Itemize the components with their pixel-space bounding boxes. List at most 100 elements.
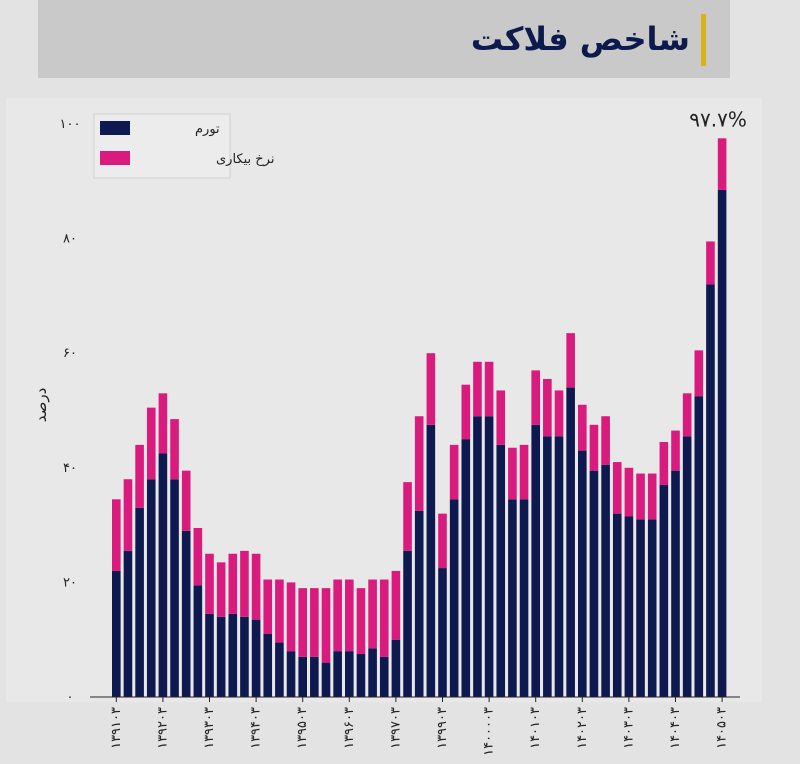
bar-inflation-49 <box>682 436 692 697</box>
bar-inflation-42 <box>601 464 610 697</box>
bar-inflation-35 <box>519 499 529 697</box>
bar-inflation-10 <box>228 613 238 697</box>
bar-unemployment-15 <box>286 582 296 652</box>
bar-unemployment-30 <box>461 384 471 440</box>
bar-inflation-4 <box>158 453 168 698</box>
bar-inflation-46 <box>647 519 657 697</box>
legend-swatch-inflation <box>100 121 130 135</box>
x-tick-label-20: ۱۳۹۶۰۳ <box>342 707 357 749</box>
bar-unemployment-51 <box>706 241 715 285</box>
bar-unemployment-0 <box>112 499 121 571</box>
bar-inflation-34 <box>508 499 517 697</box>
legend-label-inflation: تورم <box>195 122 220 137</box>
x-tick-label-24: ۱۳۹۷۰۳ <box>388 707 403 749</box>
bar-unemployment-48 <box>671 430 680 471</box>
bar-inflation-0 <box>112 570 121 697</box>
bar-unemployment-8 <box>205 553 214 614</box>
bar-unemployment-33 <box>496 390 506 445</box>
title-accent-line <box>701 14 706 66</box>
bar-unemployment-25 <box>403 482 412 551</box>
y-axis-ticks: ۰ ۲۰ ۴۰ ۶۰ ۸۰ ۱۰۰ <box>60 117 81 705</box>
bar-inflation-51 <box>706 284 715 697</box>
bar-unemployment-4 <box>158 393 168 454</box>
y-tick-label-80: ۸۰ <box>63 232 77 247</box>
bar-unemployment-40 <box>578 404 587 451</box>
bar-inflation-13 <box>263 633 273 697</box>
bar-inflation-8 <box>205 613 214 697</box>
bar-inflation-40 <box>578 450 587 697</box>
bar-unemployment-35 <box>519 444 529 500</box>
x-tick-label-12: ۱۳۹۴۰۳ <box>249 707 264 749</box>
x-tick-label-32: ۱۴۰۰۰۰۳ <box>482 707 497 756</box>
bar-unemployment-22 <box>368 579 377 649</box>
bar-unemployment-34 <box>508 447 517 500</box>
bar-unemployment-5 <box>170 419 179 480</box>
bar-inflation-50 <box>694 396 704 697</box>
bar-unemployment-39 <box>566 333 575 388</box>
bar-unemployment-38 <box>554 390 564 437</box>
y-tick-label-100: ۱۰۰ <box>60 117 81 132</box>
bar-inflation-44 <box>624 516 634 697</box>
bar-unemployment-43 <box>612 462 622 514</box>
bar-inflation-11 <box>240 616 249 697</box>
bar-unemployment-9 <box>216 562 226 617</box>
bar-unemployment-45 <box>636 473 645 520</box>
bar-unemployment-42 <box>601 416 610 465</box>
x-tick-label-40: ۱۴۰۲۰۳ <box>575 707 590 749</box>
bar-unemployment-13 <box>263 579 273 634</box>
bar-unemployment-11 <box>240 550 249 617</box>
x-tick-label-4: ۱۳۹۲۰۳ <box>155 707 170 749</box>
bar-inflation-16 <box>298 656 307 697</box>
bar-inflation-41 <box>589 470 599 697</box>
bar-unemployment-10 <box>228 553 238 614</box>
bar-inflation-30 <box>461 439 471 697</box>
chart-title: شاخص فلاکت <box>470 20 690 58</box>
bar-inflation-17 <box>310 656 319 697</box>
y-axis-label: درصد <box>32 388 50 423</box>
x-tick-label-44: ۱۴۰۳۰۳ <box>621 707 636 749</box>
bar-inflation-3 <box>146 479 156 697</box>
bar-inflation-15 <box>286 651 296 697</box>
bar-inflation-52 <box>717 189 727 697</box>
bar-unemployment-16 <box>298 588 307 657</box>
bar-inflation-14 <box>275 642 284 698</box>
bars-group <box>112 138 727 698</box>
bar-inflation-25 <box>403 550 412 697</box>
title-bar <box>38 0 730 78</box>
bar-unemployment-49 <box>682 393 692 437</box>
bar-inflation-39 <box>566 387 575 697</box>
bar-inflation-20 <box>345 651 354 697</box>
bar-unemployment-19 <box>333 579 342 652</box>
legend-swatch-unemployment <box>100 151 130 165</box>
bar-inflation-29 <box>449 499 459 697</box>
bar-inflation-9 <box>216 616 226 697</box>
x-tick-label-16: ۱۳۹۵۰۳ <box>295 707 310 749</box>
bar-inflation-36 <box>531 424 540 697</box>
bar-inflation-47 <box>659 484 669 697</box>
x-tick-label-52: ۱۴۰۵۰۳ <box>715 707 730 749</box>
bar-inflation-48 <box>671 470 680 697</box>
bar-unemployment-7 <box>193 527 203 586</box>
bar-inflation-6 <box>181 530 191 697</box>
bar-unemployment-23 <box>379 579 389 657</box>
bar-unemployment-46 <box>647 473 657 520</box>
y-tick-label-40: ۴۰ <box>63 461 77 476</box>
bar-inflation-21 <box>356 654 366 697</box>
bar-unemployment-29 <box>449 444 459 500</box>
bar-unemployment-31 <box>473 361 482 417</box>
bar-unemployment-28 <box>438 513 447 569</box>
bar-inflation-26 <box>414 510 424 697</box>
bar-unemployment-21 <box>356 588 366 655</box>
bar-unemployment-50 <box>694 350 704 397</box>
bar-unemployment-44 <box>624 467 634 517</box>
bar-inflation-24 <box>391 639 401 697</box>
bar-unemployment-20 <box>345 579 354 652</box>
legend: تورم نرخ بیکاری <box>93 113 274 179</box>
bar-inflation-7 <box>193 585 203 697</box>
bar-inflation-33 <box>496 444 506 697</box>
bar-unemployment-47 <box>659 442 669 485</box>
bar-unemployment-12 <box>251 553 261 620</box>
bar-inflation-38 <box>554 436 564 697</box>
x-tick-label-8: ۱۳۹۳۰۳ <box>202 707 217 749</box>
